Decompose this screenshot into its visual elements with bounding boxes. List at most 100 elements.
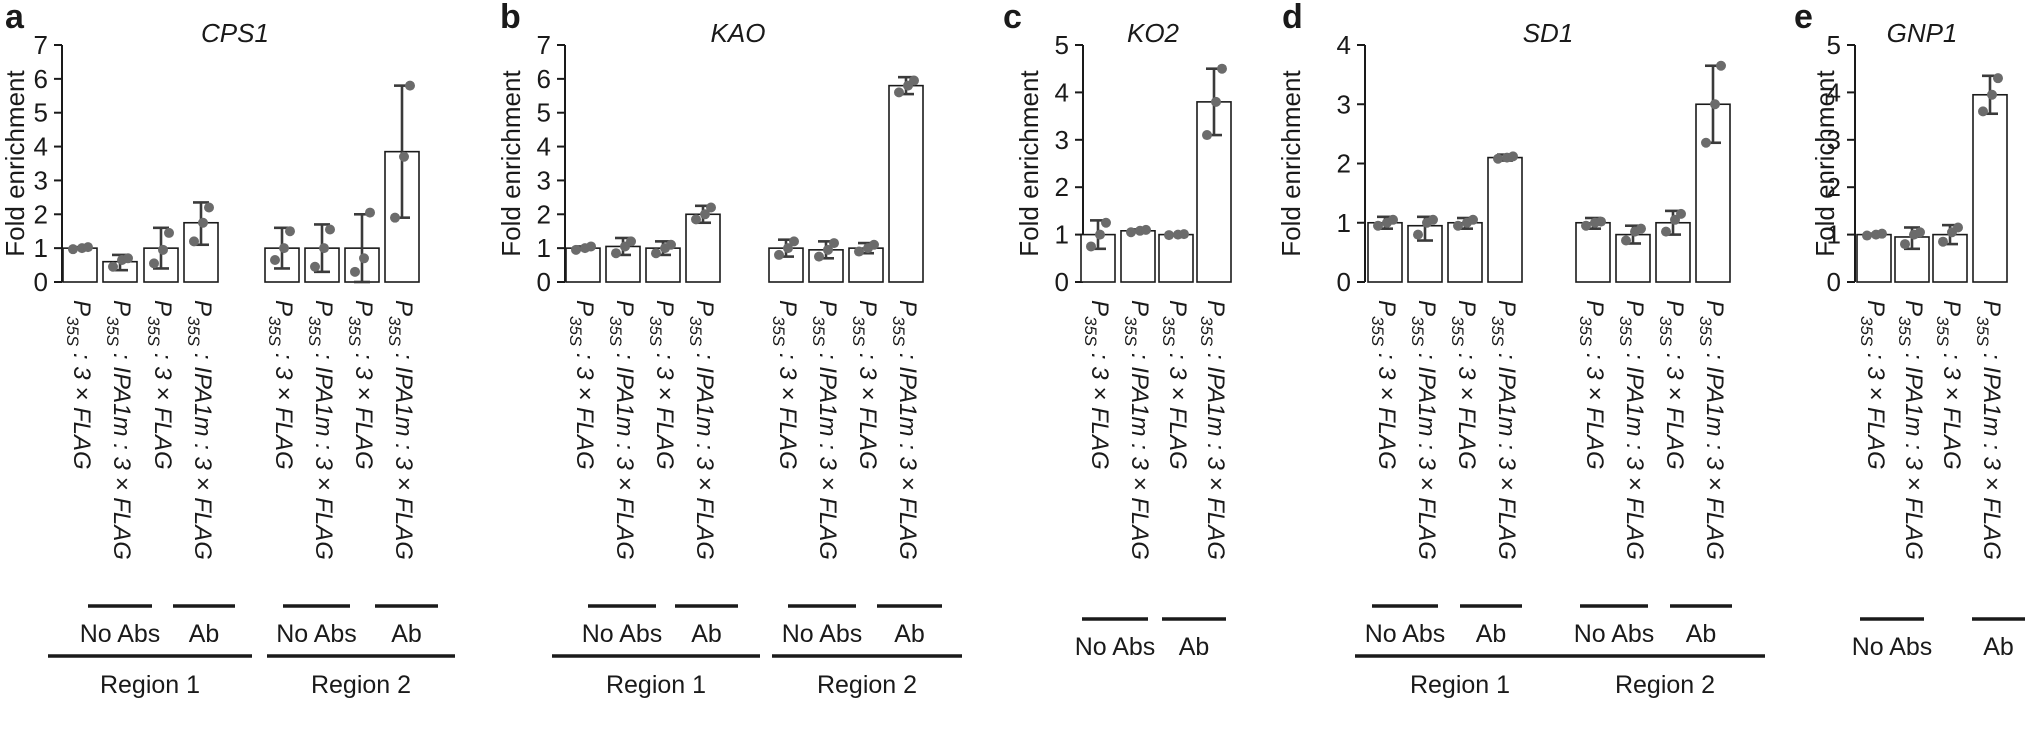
category-label: P35S : 3 × FLAG: [1656, 300, 1688, 470]
bar: [1447, 221, 1483, 283]
category-label: P35S : 3 × FLAG: [1576, 300, 1608, 470]
category-label: P35S : IPA1m : 3 × FLAG: [184, 300, 216, 560]
category-label: P35S : IPA1m : 3 × FLAG: [686, 300, 718, 560]
y-tick-label: 0: [34, 267, 48, 297]
data-point: [390, 212, 400, 223]
data-point: [666, 239, 676, 250]
bar: [1367, 221, 1403, 283]
group-label: No Abs: [80, 620, 161, 648]
data-point: [1493, 153, 1503, 164]
group-label: Ab: [894, 620, 925, 648]
data-point: [198, 217, 208, 228]
data-point: [829, 238, 839, 249]
category-label: P35S : 3 × FLAG: [63, 300, 95, 470]
y-tick-label: 1: [1055, 220, 1069, 250]
data-point: [1413, 229, 1423, 240]
data-point: [1453, 220, 1463, 231]
group-label: No Abs: [276, 620, 357, 648]
bar: [1856, 233, 1892, 283]
chart-title: SD1: [1523, 18, 1574, 48]
data-point: [626, 236, 636, 247]
data-point: [1141, 224, 1151, 235]
data-point: [1179, 229, 1189, 240]
category-label: P35S : IPA1m : 3 × FLAG: [1973, 300, 2005, 560]
y-tick-label: 0: [1055, 267, 1069, 297]
category-label: P35S : IPA1m : 3 × FLAG: [1616, 300, 1648, 560]
y-tick-label: 2: [1055, 172, 1069, 202]
data-point: [1126, 227, 1136, 238]
panel-label: e: [1794, 0, 1813, 36]
data-point: [586, 241, 596, 252]
group-label: No Abs: [1852, 633, 1933, 661]
data-point: [691, 214, 701, 225]
data-point: [108, 261, 118, 272]
y-tick-label: 5: [34, 98, 48, 128]
region-label: Region 1: [100, 671, 200, 699]
data-point: [1217, 63, 1227, 74]
y-tick-label: 4: [1337, 30, 1351, 60]
data-point: [1900, 239, 1910, 250]
data-point: [611, 248, 621, 259]
category-label: P35S : 3 × FLAG: [769, 300, 801, 470]
data-point: [405, 80, 415, 91]
y-tick-label: 2: [34, 199, 48, 229]
data-point: [1676, 208, 1686, 219]
data-point: [1877, 228, 1887, 239]
y-tick-label: 0: [1337, 267, 1351, 297]
data-point: [1428, 214, 1438, 225]
group-label: Ab: [391, 620, 422, 648]
data-point: [83, 242, 93, 253]
category-label: P35S : IPA1m : 3 × FLAG: [1408, 300, 1440, 560]
y-tick-label: 4: [1827, 77, 1841, 107]
data-point: [1938, 236, 1948, 247]
data-point: [189, 236, 199, 247]
category-label: P35S : IPA1m : 3 × FLAG: [1488, 300, 1520, 560]
data-point: [1716, 60, 1726, 71]
bar: [1158, 233, 1194, 283]
data-point: [1101, 217, 1111, 228]
y-tick-label: 2: [1827, 172, 1841, 202]
y-axis-title: Fold enrichment: [0, 70, 30, 257]
y-tick-label: 2: [537, 199, 551, 229]
y-tick-label: 3: [537, 165, 551, 195]
y-axis-title: Fold enrichment: [496, 70, 526, 257]
data-point: [399, 151, 409, 162]
panel-label: a: [5, 0, 25, 36]
category-label: P35S : 3 × FLAG: [1159, 300, 1191, 470]
data-point: [270, 254, 280, 265]
data-point: [1661, 226, 1671, 237]
data-point: [1701, 137, 1711, 148]
data-point: [164, 227, 174, 238]
y-tick-label: 6: [537, 64, 551, 94]
category-label: P35S : IPA1m : 3 × FLAG: [1121, 300, 1153, 560]
data-point: [1987, 89, 1997, 100]
data-point: [909, 75, 919, 86]
panel-label: d: [1282, 0, 1303, 36]
y-tick-label: 1: [1337, 208, 1351, 238]
data-point: [68, 244, 78, 255]
y-axis-title: Fold enrichment: [1014, 70, 1044, 257]
category-label: P35S : IPA1m : 3 × FLAG: [305, 300, 337, 560]
group-label: No Abs: [782, 620, 863, 648]
data-point: [869, 239, 879, 250]
y-tick-label: 3: [1827, 125, 1841, 155]
group-label: No Abs: [1075, 633, 1156, 661]
data-point: [774, 249, 784, 260]
category-label: P35S : IPA1m : 3 × FLAG: [1895, 300, 1927, 560]
data-point: [1211, 96, 1221, 107]
chart-title: GNP1: [1887, 18, 1958, 48]
region-label: Region 2: [817, 671, 917, 699]
group-label: Ab: [189, 620, 220, 648]
data-point: [310, 261, 320, 272]
data-point: [1596, 216, 1606, 227]
data-point: [1581, 220, 1591, 231]
group-label: Ab: [691, 620, 722, 648]
y-tick-label: 3: [1337, 89, 1351, 119]
y-tick-label: 2: [1337, 149, 1351, 179]
data-point: [204, 202, 214, 213]
region-label: Region 2: [311, 671, 411, 699]
bar: [685, 213, 721, 283]
group-label: No Abs: [582, 620, 663, 648]
data-point: [783, 243, 793, 254]
